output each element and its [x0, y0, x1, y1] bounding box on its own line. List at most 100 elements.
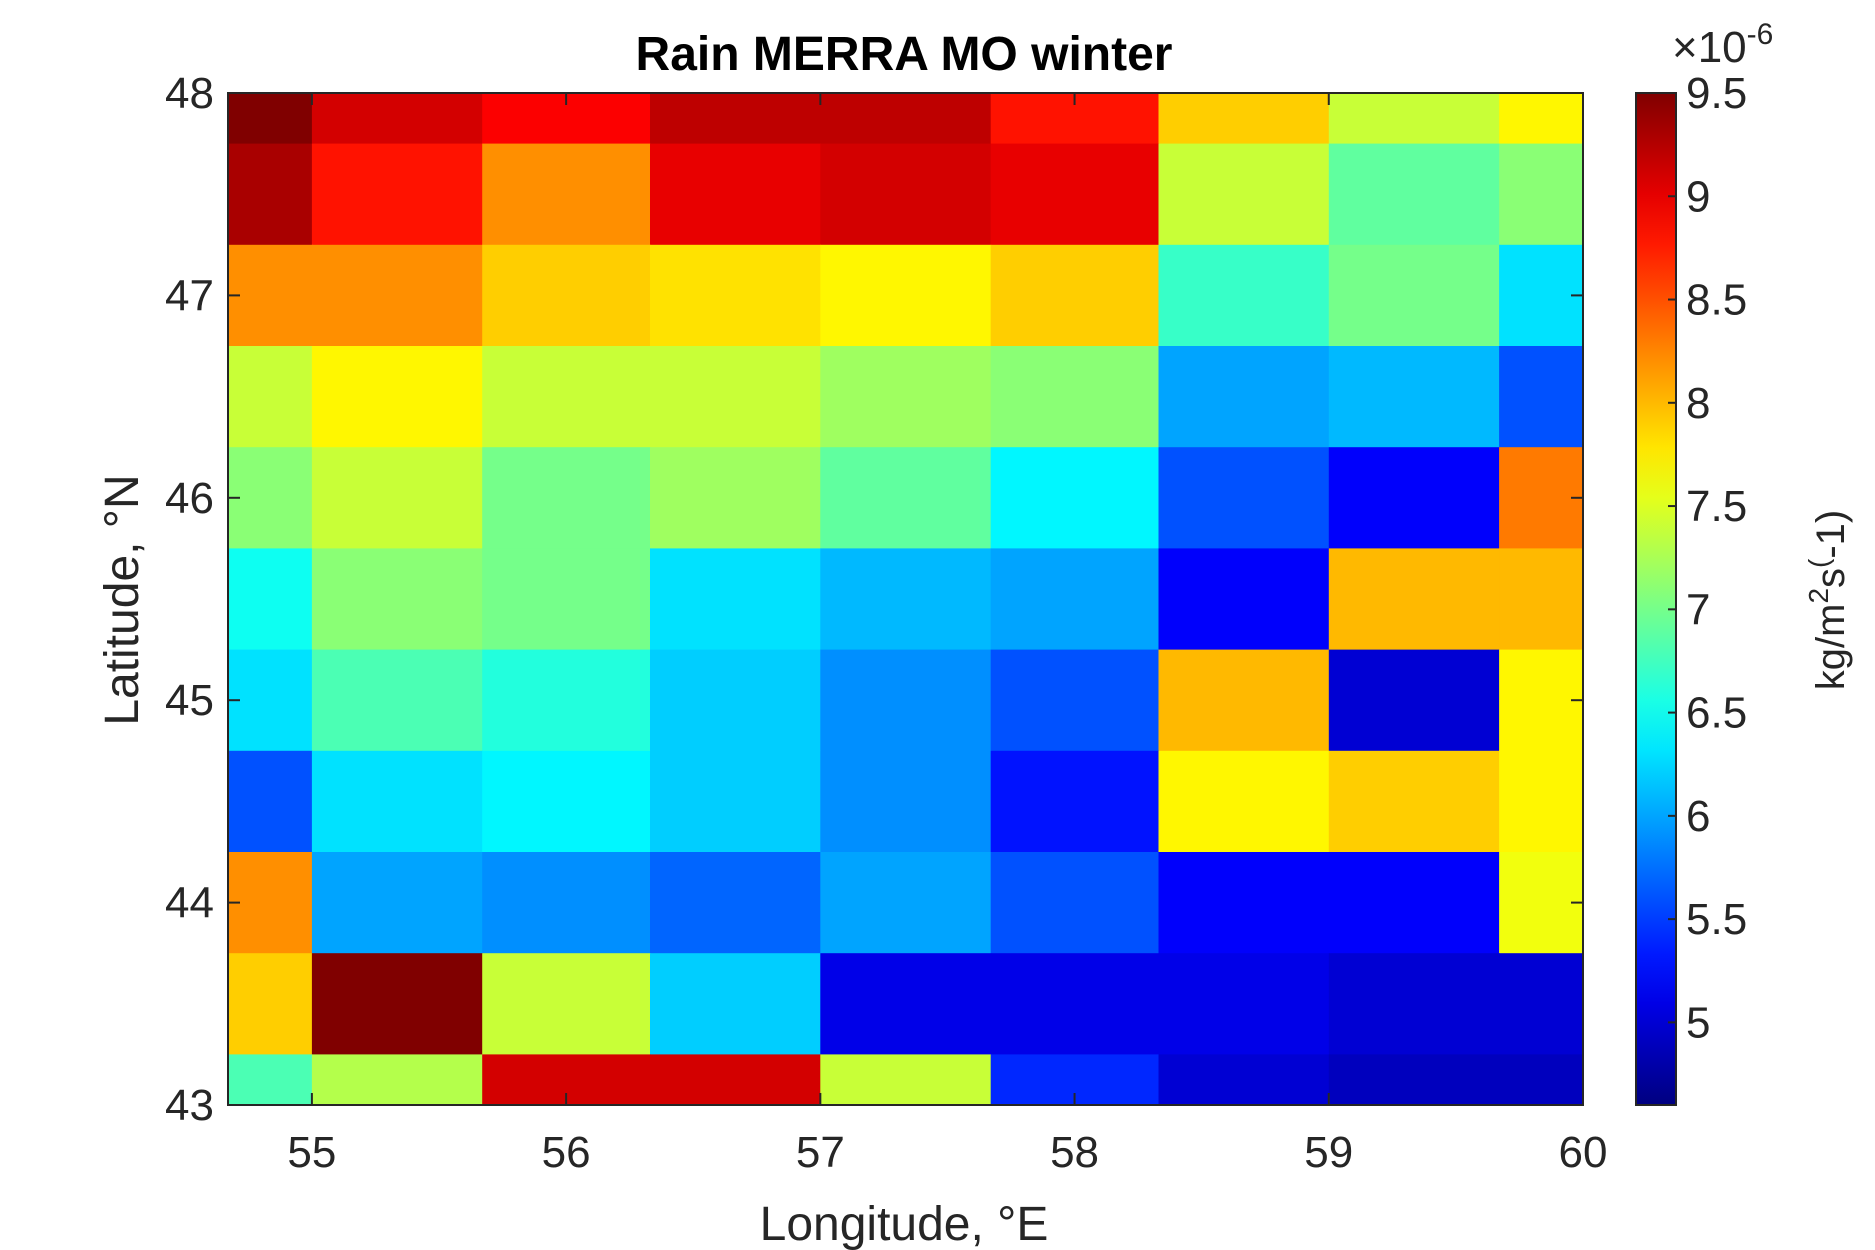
heatmap-cell — [1158, 953, 1330, 1055]
heatmap-cell — [228, 93, 313, 145]
heatmap-cell — [990, 649, 1160, 752]
heatmap-cell — [1328, 852, 1500, 954]
heatmap-cell — [990, 143, 1160, 246]
colorbar-tick-label: 8 — [1686, 379, 1710, 428]
heatmap-cell — [650, 649, 821, 752]
y-tick-label: 46 — [165, 474, 214, 523]
heatmap-cell — [820, 1054, 992, 1106]
heatmap-cell — [228, 548, 313, 651]
x-tick-label: 60 — [1559, 1128, 1608, 1177]
heatmap-cell — [650, 548, 821, 651]
heatmap-cell — [990, 548, 1160, 651]
colorbar-tick-label: 7 — [1686, 585, 1710, 634]
heatmap-cell — [311, 649, 483, 752]
heatmap-cell — [228, 1054, 313, 1106]
heatmap-cell — [1499, 1054, 1584, 1106]
heatmap-cell — [1158, 447, 1330, 549]
heatmap-cell — [650, 244, 821, 347]
heatmap-cell — [1158, 852, 1330, 954]
heatmap-cell — [311, 93, 483, 145]
y-tick-label: 43 — [165, 1081, 214, 1130]
colorbar-label: kg/m2s(-1) — [1803, 510, 1853, 690]
heatmap-cell — [1499, 143, 1584, 246]
heatmap-cell — [650, 143, 821, 246]
heatmap-cell — [820, 93, 992, 145]
heatmap-cell — [311, 447, 483, 549]
heatmap-cell — [1158, 649, 1330, 752]
y-axis: 43 44 45 46 47 48 — [165, 69, 1583, 1130]
heatmap-cell — [228, 852, 313, 954]
heatmap-cell — [820, 852, 992, 954]
colorbar-tick-label: 7.5 — [1686, 482, 1747, 531]
heatmap-cell — [482, 953, 651, 1055]
heatmap-cell — [1328, 244, 1500, 347]
heatmap-cell — [1158, 1054, 1330, 1106]
heatmap-cell — [311, 852, 483, 954]
colorbar-tick-label: 5.5 — [1686, 895, 1747, 944]
heatmap-cell — [650, 750, 821, 853]
colorbar-tick-label: 6 — [1686, 792, 1710, 841]
heatmap-cell — [1499, 244, 1584, 347]
heatmap-cell — [482, 649, 651, 752]
heatmap-cell — [1328, 649, 1500, 752]
x-tick-label: 55 — [287, 1128, 336, 1177]
heatmap-cell — [482, 750, 651, 853]
heatmap-cell — [482, 447, 651, 549]
colorbar-tick-label: 9.5 — [1686, 69, 1747, 118]
heatmap-cell — [1328, 953, 1500, 1055]
heatmap-cell — [1328, 548, 1500, 651]
heatmap-cell — [1158, 548, 1330, 651]
heatmap-cell — [311, 548, 483, 651]
plot-frame — [227, 92, 1584, 1106]
heatmap-cell — [820, 346, 992, 448]
heatmap-cell — [650, 1054, 821, 1106]
x-axis: 55 56 57 58 59 60 — [287, 93, 1607, 1177]
heatmap-cell — [650, 93, 821, 145]
heatmap-cell — [1328, 750, 1500, 853]
heatmap-cell — [650, 346, 821, 448]
heatmap-cell — [311, 143, 483, 246]
heatmap-cell — [228, 143, 313, 246]
heatmap-cell — [1499, 953, 1584, 1055]
heatmap-cell — [311, 346, 483, 448]
heatmap-cell — [228, 244, 313, 347]
colorbar-gradient — [1635, 92, 1677, 1106]
chart-title: Rain MERRA MO winter — [636, 28, 1173, 81]
heatmap-cell — [1158, 93, 1330, 145]
colorbar-tick-label: 6.5 — [1686, 689, 1747, 738]
heatmap-cell — [1328, 93, 1500, 145]
heatmap-cell — [311, 244, 483, 347]
y-tick-label: 44 — [165, 879, 214, 928]
colorbar-tick-label: 5 — [1686, 998, 1710, 1047]
heatmap-cell — [650, 953, 821, 1055]
heatmap-cell — [311, 953, 483, 1055]
heatmap-cell — [228, 447, 313, 549]
heatmap-cell — [482, 346, 651, 448]
heatmap-cell — [311, 750, 483, 853]
y-tick-label: 48 — [165, 69, 214, 118]
y-tick-label: 45 — [165, 676, 214, 725]
colorbar: 5 5.5 6 6.5 7 7.5 8 8.5 9 9.5 — [1635, 69, 1747, 1106]
heatmap-cell — [990, 244, 1160, 347]
heatmap-cell — [228, 750, 313, 853]
x-axis-label: Longitude, °E — [760, 1198, 1049, 1250]
heatmap-cell — [1328, 447, 1500, 549]
heatmap-cell — [820, 244, 992, 347]
heatmap-cell — [482, 548, 651, 651]
heatmap-cell — [1158, 346, 1330, 448]
heatmap-cell — [1499, 649, 1584, 752]
heatmap-cell — [990, 447, 1160, 549]
y-tick-label: 47 — [165, 271, 214, 320]
heatmap-cell — [650, 447, 821, 549]
heatmap-cell — [1158, 750, 1330, 853]
heatmap-cell — [482, 244, 651, 347]
heatmap-cell — [820, 649, 992, 752]
x-tick-label: 58 — [1050, 1128, 1099, 1177]
heatmap-cell — [990, 953, 1160, 1055]
x-tick-label: 57 — [796, 1128, 845, 1177]
heatmap-cell — [228, 953, 313, 1055]
y-axis-label: Latitude, °N — [96, 474, 149, 725]
heatmap-cell — [820, 447, 992, 549]
heatmap-cell — [1158, 143, 1330, 246]
